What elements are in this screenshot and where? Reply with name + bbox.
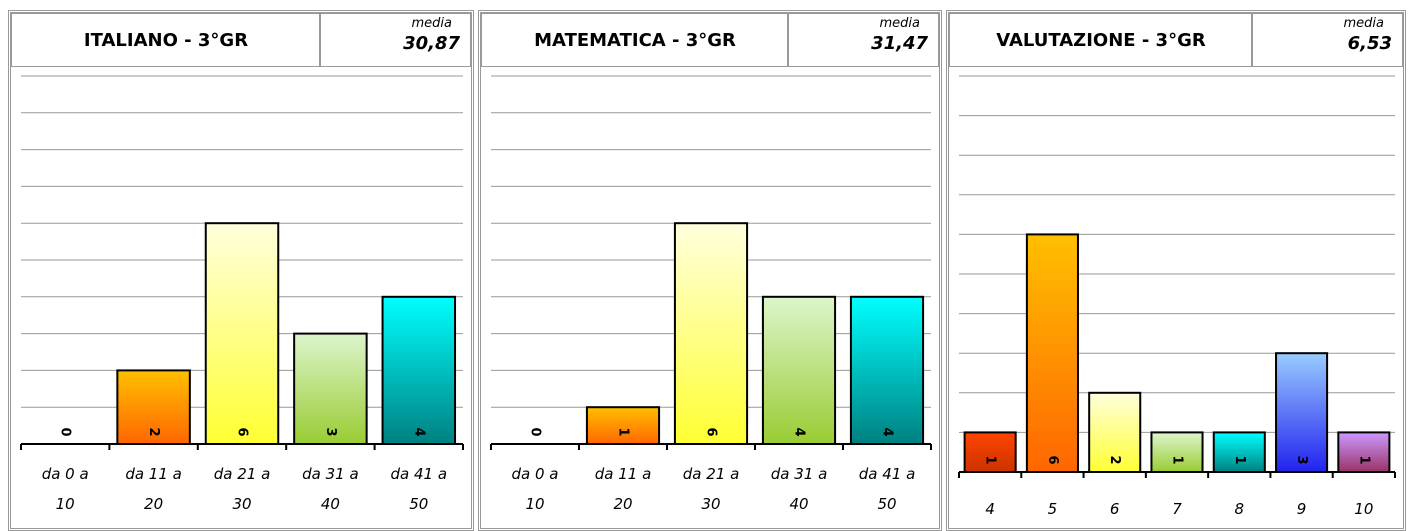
value-label: 3 <box>1294 455 1309 464</box>
x-tick-label: 9 <box>1296 500 1307 518</box>
value-label: 0 <box>528 427 543 436</box>
x-tick-label: da 11 a 20 <box>125 465 182 513</box>
value-label: 1 <box>616 427 631 436</box>
value-label: 6 <box>235 427 250 436</box>
x-tick-label: 10 <box>1354 500 1374 518</box>
bar <box>1150 431 1204 473</box>
stat-label: media <box>411 16 453 31</box>
x-tick-label: 5 <box>1047 500 1058 518</box>
bar <box>1088 391 1142 473</box>
bar <box>849 295 925 445</box>
bar <box>1025 233 1079 473</box>
x-tick-label: da 31 a 40 <box>302 465 359 513</box>
x-tick-label: da 21 a 30 <box>213 465 271 513</box>
bar <box>293 332 368 446</box>
x-tick-label: da 41 a 50 <box>858 465 916 513</box>
chart-panel: VALUTAZIONE - 3°GR media 6,53 1 6 2 1 1 3 1 4 5 6 7 8 9… <box>946 10 1406 531</box>
value-label: 4 <box>880 427 895 436</box>
x-tick-label: 8 <box>1234 500 1245 518</box>
value-label: 1 <box>1356 455 1371 464</box>
stat-label: media <box>1343 16 1385 31</box>
x-tick-label: 4 <box>985 500 995 518</box>
chart-title: MATEMATICA - 3°GR <box>481 13 789 67</box>
x-tick-label: da 41 a 50 <box>390 465 448 513</box>
bar <box>761 295 837 445</box>
stat-box: media 30,87 <box>319 13 471 67</box>
chart-title: ITALIANO - 3°GR <box>11 13 321 67</box>
value-label: 0 <box>58 427 73 436</box>
bar <box>204 222 280 445</box>
chart-title: VALUTAZIONE - 3°GR <box>949 13 1253 67</box>
value-label: 4 <box>792 427 807 436</box>
bar <box>673 222 749 445</box>
x-tick-label: 7 <box>1172 500 1182 518</box>
value-label: 4 <box>411 427 426 436</box>
bar <box>963 431 1017 473</box>
chart-panel: ITALIANO - 3°GR media 30,87 0 2 6 3 4 da 0 a 10 d… <box>8 10 474 531</box>
x-tick-label: da 0 a 10 <box>511 465 559 513</box>
x-tick-label: da 0 a 10 <box>41 465 89 513</box>
value-label: 3 <box>323 427 338 436</box>
bar <box>1212 431 1266 473</box>
stat-box: media 6,53 <box>1251 13 1403 67</box>
value-label: 6 <box>1045 455 1060 464</box>
plot: 1 6 2 1 1 3 1 <box>958 75 1396 478</box>
stat-value: 6,53 <box>1347 33 1392 54</box>
x-tick-label: 6 <box>1109 500 1120 518</box>
value-label: 1 <box>1232 455 1247 464</box>
bar <box>116 369 191 445</box>
chart-panel: MATEMATICA - 3°GR media 31,47 0 1 6 4 4 da 0 a 1… <box>478 10 942 531</box>
value-label: 6 <box>704 427 719 436</box>
x-tick-label: da 21 a 30 <box>682 465 740 513</box>
stat-value: 30,87 <box>403 33 460 54</box>
stat-value: 31,47 <box>871 33 928 54</box>
value-label: 2 <box>1107 455 1122 464</box>
value-label: 1 <box>1170 455 1185 464</box>
bar <box>1337 431 1391 473</box>
bar <box>1275 352 1329 474</box>
stat-label: media <box>879 16 921 31</box>
value-label: 1 <box>983 455 998 464</box>
bar <box>381 295 457 445</box>
plot: 0 2 6 3 4 <box>20 75 464 450</box>
bar <box>585 406 661 446</box>
x-tick-label: da 31 a 40 <box>770 465 828 513</box>
value-label: 2 <box>146 427 161 436</box>
plot: 0 1 6 4 4 <box>490 75 932 450</box>
x-tick-label: da 11 a 20 <box>594 465 652 513</box>
stat-box: media 31,47 <box>787 13 939 67</box>
